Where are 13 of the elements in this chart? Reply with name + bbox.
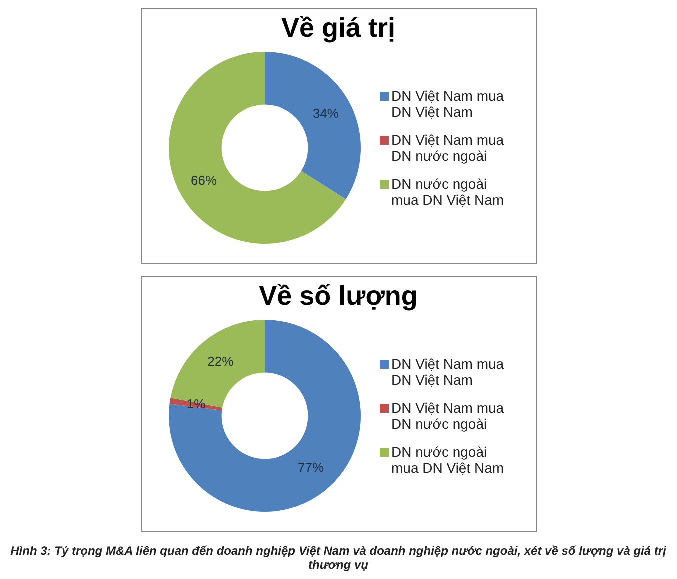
data-label: 34%: [312, 106, 339, 122]
data-label: 22%: [207, 354, 234, 369]
legend-label: DN nước ngoài mua DN Việt Nam: [392, 176, 506, 208]
legend-label: DN Việt Nam mua DN Việt Nam: [392, 356, 506, 388]
legend-label: DN Việt Nam mua DN Việt Nam: [392, 88, 506, 120]
data-label: 77%: [298, 460, 324, 475]
data-label: 66%: [190, 173, 217, 188]
chart-title: Về giá trị: [280, 13, 397, 44]
chart-title: Về số lượng: [258, 281, 419, 312]
legend-label: DN Việt Nam mua DN nước ngoài: [392, 400, 506, 432]
legend-label: DN nước ngoài mua DN Việt Nam: [392, 444, 506, 476]
text: Hình 3: Tỷ trọng M&A liên quan đến doanh nghiệp Việt Nam và doanh nghiệp nước ngoài, xét về số lượng và giá trị thương vụ: [10, 544, 668, 572]
legend-label: DN Việt Nam mua DN nước ngoài: [392, 132, 506, 164]
